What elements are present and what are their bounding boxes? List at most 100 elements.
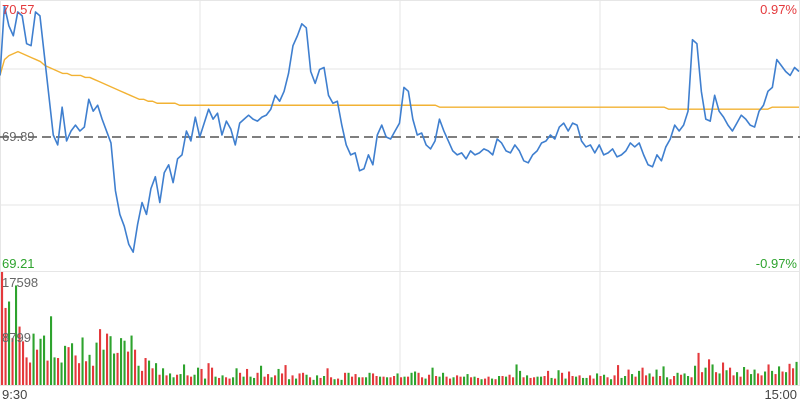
volume-bar bbox=[260, 365, 263, 385]
volume-bar bbox=[190, 376, 193, 385]
volume-bar bbox=[134, 349, 137, 385]
price-max-label: 70.57 bbox=[2, 2, 35, 17]
volume-bar bbox=[127, 351, 130, 385]
volume-bar bbox=[15, 285, 18, 385]
volume-bar bbox=[239, 372, 242, 385]
pct-min-label: -0.97% bbox=[756, 256, 798, 271]
volume-bar bbox=[519, 370, 522, 385]
volume-bar bbox=[281, 373, 284, 385]
volume-bar bbox=[18, 326, 21, 385]
volume-bar bbox=[435, 376, 438, 385]
volume-bar bbox=[88, 354, 91, 385]
volume-bar bbox=[585, 377, 588, 385]
volume-bar bbox=[414, 371, 417, 385]
volume-bar bbox=[774, 374, 777, 385]
volume-bar bbox=[246, 368, 249, 385]
volume-bar bbox=[760, 375, 763, 385]
volume-bar bbox=[655, 369, 658, 385]
volume-bar bbox=[641, 367, 644, 385]
volume-bar bbox=[386, 377, 389, 385]
volume-bar bbox=[498, 376, 501, 385]
volume-bar bbox=[74, 355, 77, 385]
volume-bar bbox=[578, 375, 581, 385]
volume-bar bbox=[284, 365, 287, 385]
volume-bar bbox=[193, 374, 196, 385]
volume-bar bbox=[753, 369, 756, 385]
price-ref-label: 69.89 bbox=[2, 129, 35, 144]
volume-bar bbox=[659, 376, 662, 385]
volume-bar bbox=[452, 377, 455, 385]
volume-bar bbox=[729, 367, 732, 385]
pct-max-label: 0.97% bbox=[760, 2, 797, 17]
volume-bar bbox=[638, 370, 641, 385]
volume-bar bbox=[645, 375, 648, 385]
volume-bar bbox=[568, 371, 571, 385]
volume-max-label: 17598 bbox=[2, 275, 38, 290]
volume-bar bbox=[25, 357, 28, 385]
volume-bar bbox=[463, 376, 466, 385]
volume-bar bbox=[333, 379, 336, 385]
volume-bar bbox=[690, 377, 693, 385]
volume-bar bbox=[141, 370, 144, 385]
volume-bar bbox=[617, 365, 620, 385]
volume-bar bbox=[4, 307, 7, 385]
volume-bar bbox=[120, 338, 123, 385]
volume-bar bbox=[652, 376, 655, 385]
volume-bar bbox=[319, 377, 322, 385]
volume-bar bbox=[470, 377, 473, 385]
volume-bar bbox=[442, 372, 445, 385]
volume-bar bbox=[354, 374, 357, 385]
volume-bar bbox=[8, 301, 11, 385]
volume-bar bbox=[739, 376, 742, 385]
volume-bar bbox=[389, 377, 392, 385]
volume-bar bbox=[417, 372, 420, 385]
volume-bar bbox=[484, 378, 487, 385]
volume-bar bbox=[589, 375, 592, 385]
volume-bar bbox=[207, 363, 210, 385]
volume-bar bbox=[662, 366, 665, 385]
volume-bar bbox=[375, 376, 378, 385]
volume-bar bbox=[718, 373, 721, 385]
volume-bar bbox=[557, 370, 560, 385]
volume-bar bbox=[599, 376, 602, 385]
volume-bar bbox=[277, 368, 280, 385]
volume-bar bbox=[256, 372, 259, 385]
volume-bar bbox=[603, 374, 606, 385]
volume-bar bbox=[540, 376, 543, 385]
volume-bar bbox=[634, 376, 637, 385]
volume-bar bbox=[99, 329, 102, 385]
volume-mid-label: 8799 bbox=[2, 330, 31, 345]
time-start-label: 9:30 bbox=[2, 387, 27, 402]
volume-bar bbox=[228, 378, 231, 385]
volume-bar bbox=[438, 376, 441, 385]
volume-bar bbox=[396, 373, 399, 385]
volume-bar bbox=[109, 336, 112, 385]
volume-bar bbox=[172, 377, 175, 385]
volume-bar bbox=[410, 372, 413, 385]
price-series-path bbox=[0, 5, 800, 253]
volume-bar bbox=[746, 369, 749, 385]
volume-bar bbox=[295, 378, 298, 385]
volume-bar bbox=[144, 358, 147, 385]
volume-bar bbox=[351, 376, 354, 385]
volume-bar bbox=[365, 377, 368, 385]
volume-bar bbox=[424, 378, 427, 385]
volume-bar bbox=[785, 372, 788, 385]
volume-bar bbox=[165, 375, 168, 385]
volume-bar bbox=[694, 365, 697, 385]
volume-bar bbox=[610, 379, 613, 385]
volume-bar bbox=[372, 373, 375, 385]
volume-bar bbox=[368, 372, 371, 385]
volume-bar bbox=[620, 377, 623, 385]
volume-bar bbox=[263, 376, 266, 385]
volume-bar bbox=[288, 379, 291, 385]
volume-bar bbox=[393, 376, 396, 385]
volume-bar bbox=[186, 375, 189, 385]
volume-bar bbox=[305, 374, 308, 385]
volume-bar bbox=[522, 377, 525, 385]
grid-lines bbox=[0, 0, 800, 386]
volume-bar bbox=[571, 376, 574, 385]
volume-bar bbox=[781, 371, 784, 385]
volume-bar bbox=[543, 376, 546, 385]
volume-bar bbox=[708, 359, 711, 385]
